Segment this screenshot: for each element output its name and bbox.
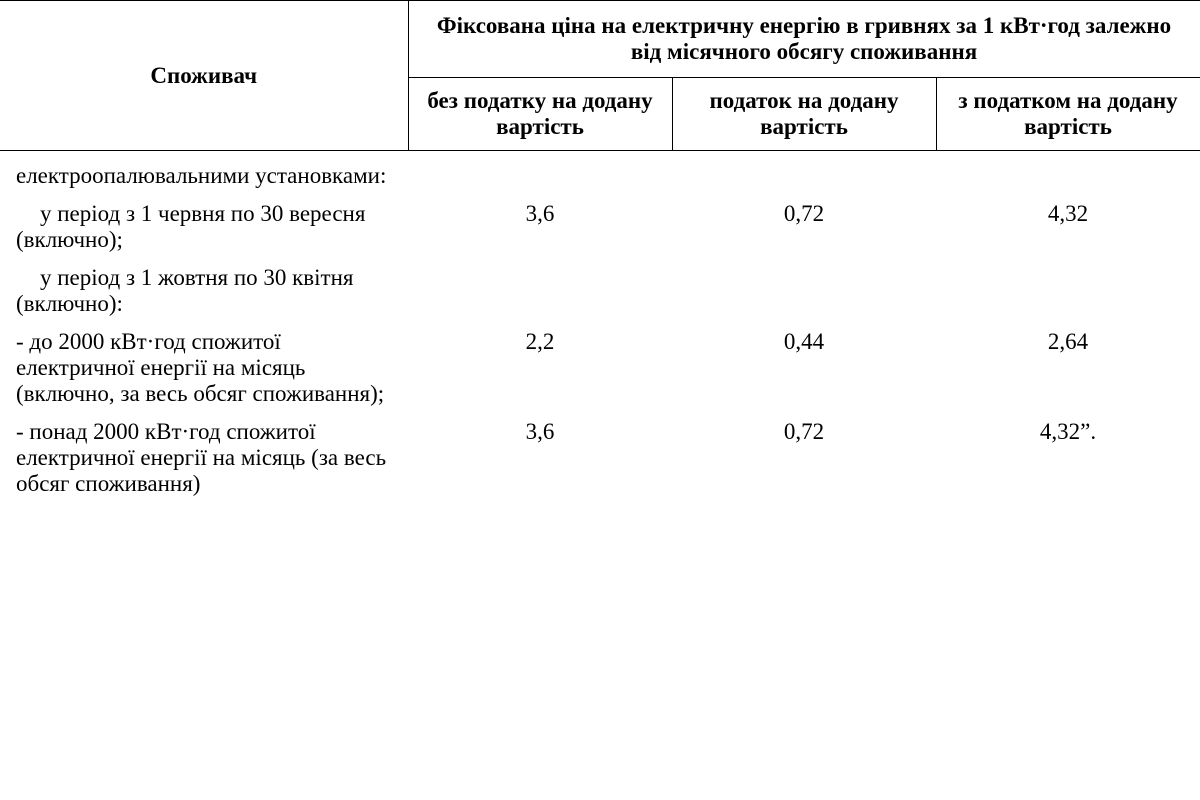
row-period-summer: у період з 1 червня по 30 вересня (включ… (0, 195, 1200, 259)
cell-empty (672, 151, 936, 196)
tariff-table: Споживач Фіксована ціна на електричну ен… (0, 0, 1200, 503)
cell-empty (672, 259, 936, 323)
cell-empty (408, 259, 672, 323)
cell-over2000-withvat: 4,32”. (936, 413, 1200, 503)
cell-period-summer-label: у період з 1 червня по 30 вересня (включ… (0, 195, 408, 259)
col-header-pricegroup: Фіксована ціна на електричну енергію в г… (408, 1, 1200, 78)
row-intro: електроопалювальними установками: (0, 151, 1200, 196)
cell-under2000-novat: 2,2 (408, 323, 672, 413)
cell-summer-withvat: 4,32 (936, 195, 1200, 259)
cell-over2000-novat: 3,6 (408, 413, 672, 503)
row-tier-under2000: - до 2000 кВт·год спожитої електричної е… (0, 323, 1200, 413)
cell-over2000-label: - понад 2000 кВт·год спожитої електрично… (0, 413, 408, 503)
cell-under2000-vat: 0,44 (672, 323, 936, 413)
cell-empty (936, 151, 1200, 196)
period-summer-text: у період з 1 червня по 30 вересня (включ… (16, 201, 398, 253)
cell-empty (408, 151, 672, 196)
col-header-with-vat: з податком на додану вартість (936, 78, 1200, 151)
cell-summer-novat: 3,6 (408, 195, 672, 259)
col-header-vat: податок на додану вартість (672, 78, 936, 151)
cell-period-winter-label: у період з 1 жовтня по 30 квітня (включн… (0, 259, 408, 323)
cell-empty (936, 259, 1200, 323)
row-period-winter: у період з 1 жовтня по 30 квітня (включн… (0, 259, 1200, 323)
col-header-no-vat: без податку на додану вартість (408, 78, 672, 151)
row-tier-over2000: - понад 2000 кВт·год спожитої електрично… (0, 413, 1200, 503)
header-row-1: Споживач Фіксована ціна на електричну ен… (0, 1, 1200, 78)
cell-summer-vat: 0,72 (672, 195, 936, 259)
col-header-consumer: Споживач (0, 1, 408, 151)
cell-over2000-vat: 0,72 (672, 413, 936, 503)
cell-intro-label: електроопалювальними установками: (0, 151, 408, 196)
period-winter-text: у період з 1 жовтня по 30 квітня (включн… (16, 265, 398, 317)
cell-under2000-withvat: 2,64 (936, 323, 1200, 413)
cell-under2000-label: - до 2000 кВт·год спожитої електричної е… (0, 323, 408, 413)
